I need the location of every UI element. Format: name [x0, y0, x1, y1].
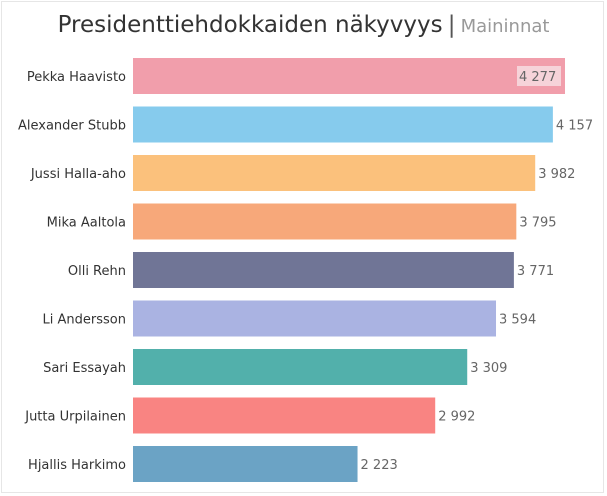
category-label: Jutta Urpilainen	[24, 410, 126, 425]
bar[interactable]	[133, 58, 565, 94]
category-label: Li Andersson	[43, 313, 126, 328]
title-separator: |	[447, 12, 456, 38]
bar[interactable]	[133, 155, 536, 191]
value-label: 3 594	[499, 313, 536, 328]
bar[interactable]	[133, 446, 358, 482]
value-label: 3 795	[519, 216, 556, 231]
title-subtitle: Maininnat	[460, 16, 550, 37]
category-label: Sari Essayah	[43, 361, 126, 376]
value-label: 3 982	[538, 167, 575, 182]
value-label: 3 771	[517, 264, 554, 279]
chart-title: Presidenttiehdokkaiden näkyvyys | Mainin…	[0, 12, 607, 38]
value-label: 2 223	[361, 458, 398, 473]
category-label: Olli Rehn	[68, 264, 126, 279]
category-label: Alexander Stubb	[18, 119, 126, 134]
value-label: 2 992	[438, 410, 475, 425]
value-label: 4 157	[556, 119, 593, 134]
value-label: 3 309	[470, 361, 507, 376]
bar[interactable]	[133, 349, 468, 385]
title-main: Presidenttiehdokkaiden näkyvyys	[57, 12, 443, 38]
bar[interactable]	[133, 252, 514, 288]
bar[interactable]	[133, 300, 497, 337]
category-label: Pekka Haavisto	[27, 70, 126, 85]
bar[interactable]	[133, 106, 553, 143]
category-label: Jussi Halla-aho	[30, 167, 126, 182]
category-label: Mika Aaltola	[47, 216, 126, 231]
bar[interactable]	[133, 203, 517, 240]
category-label: Hjallis Harkimo	[28, 458, 126, 473]
value-label-background	[517, 66, 561, 86]
bar[interactable]	[133, 397, 436, 434]
value-label: 4 277	[519, 70, 556, 85]
